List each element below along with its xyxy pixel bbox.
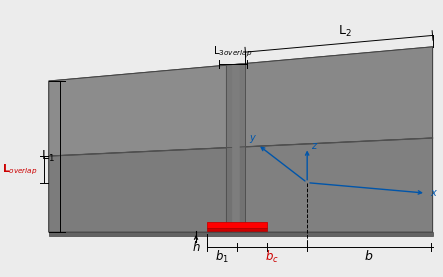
Polygon shape: [207, 222, 267, 228]
Polygon shape: [226, 63, 245, 232]
Text: b$_1$: b$_1$: [215, 249, 229, 265]
Polygon shape: [245, 47, 432, 147]
Text: L$_2$: L$_2$: [338, 24, 352, 39]
Polygon shape: [226, 63, 245, 148]
Polygon shape: [207, 228, 267, 231]
Polygon shape: [232, 64, 240, 232]
Polygon shape: [245, 138, 432, 232]
Text: h: h: [192, 241, 200, 254]
Text: z: z: [311, 141, 316, 151]
Text: L$_{overlap}$: L$_{overlap}$: [2, 162, 37, 176]
Polygon shape: [49, 232, 432, 236]
Text: L$_{3overlap}$: L$_{3overlap}$: [214, 44, 253, 59]
Text: b: b: [365, 250, 373, 263]
Text: L$_1$: L$_1$: [41, 149, 55, 164]
Polygon shape: [49, 65, 226, 156]
Polygon shape: [226, 147, 245, 232]
Polygon shape: [49, 148, 226, 232]
Text: y: y: [249, 133, 255, 143]
Polygon shape: [49, 47, 432, 232]
Polygon shape: [232, 64, 240, 232]
Text: x: x: [431, 188, 436, 198]
Text: b$_c$: b$_c$: [265, 249, 279, 265]
